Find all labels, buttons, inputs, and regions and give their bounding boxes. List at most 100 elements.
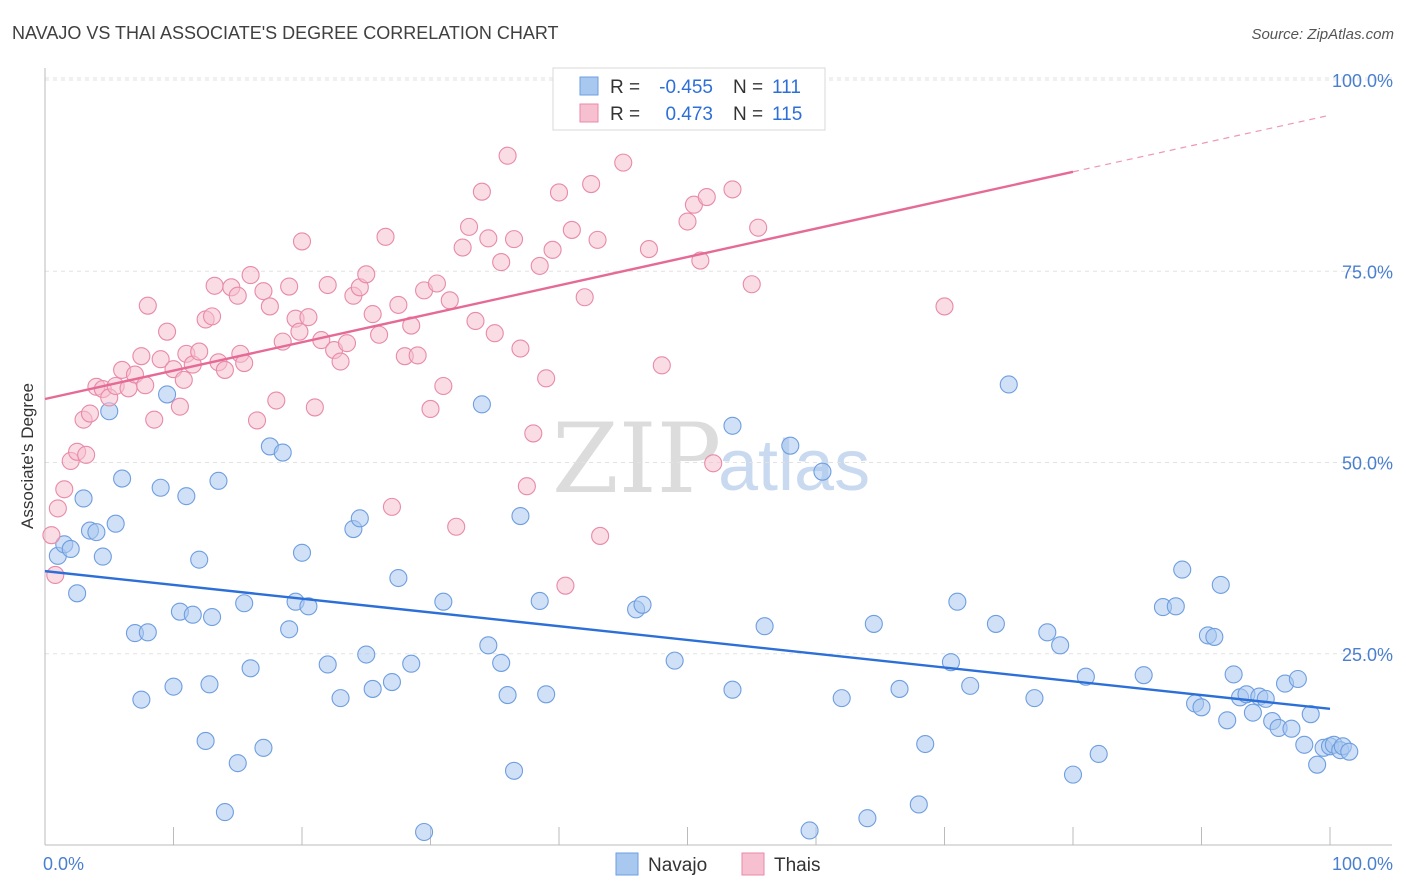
point-thais: [678, 212, 697, 231]
point-navajo: [190, 550, 209, 569]
point-navajo: [800, 821, 819, 840]
point-navajo: [1340, 742, 1359, 761]
legend-swatch-thais: [579, 103, 599, 123]
point-navajo: [1256, 689, 1275, 708]
legend-r-value-navajo: -0.455: [659, 77, 713, 98]
point-navajo: [755, 617, 774, 636]
point-thais: [479, 229, 498, 248]
legend-r-label-thais: R =: [610, 104, 640, 125]
point-thais: [46, 565, 65, 585]
point-navajo: [200, 675, 219, 694]
point-thais: [151, 350, 170, 369]
point-navajo: [1076, 667, 1095, 686]
point-navajo: [318, 655, 337, 674]
point-navajo: [357, 645, 376, 664]
point-navajo: [723, 416, 742, 435]
point-thais: [80, 404, 100, 423]
point-navajo: [813, 462, 832, 481]
point-thais: [55, 480, 74, 499]
point-navajo: [890, 679, 909, 698]
legend-r-value-thais: 0.473: [665, 104, 713, 125]
point-thais: [543, 240, 562, 259]
scatter-points: [42, 146, 1359, 842]
point-thais: [537, 369, 556, 388]
point-navajo: [479, 636, 498, 655]
point-navajo: [961, 676, 980, 695]
point-thais: [357, 265, 376, 284]
point-thais: [549, 183, 569, 202]
point-navajo: [61, 539, 80, 558]
point-navajo: [832, 689, 851, 708]
point-navajo: [864, 614, 883, 633]
point-navajo: [74, 489, 93, 508]
point-navajo: [1134, 666, 1153, 685]
point-thais: [331, 352, 350, 371]
chart-title: NAVAJO VS THAI ASSOCIATE'S DEGREE CORREL…: [12, 23, 559, 43]
point-navajo: [382, 673, 402, 692]
bottom-legend-label-thais: Thais: [774, 855, 820, 876]
watermark-zip: ZIP: [552, 403, 721, 515]
x-tick-label: 0.0%: [43, 854, 84, 874]
legend-n-value-navajo: 111: [772, 77, 801, 98]
point-thais: [77, 445, 96, 464]
point-thais: [935, 297, 954, 316]
y-tick-label: 75.0%: [1342, 262, 1393, 282]
point-thais: [697, 187, 716, 207]
point-navajo: [1166, 597, 1185, 616]
point-navajo: [215, 803, 234, 822]
point-navajo: [504, 761, 524, 780]
point-thais: [145, 410, 164, 429]
point-thais: [575, 288, 594, 307]
legend: R = -0.455 N = 111 R = 0.473 N = 115: [552, 67, 826, 131]
point-navajo: [530, 591, 549, 611]
point-navajo: [106, 514, 125, 533]
point-thais: [427, 274, 446, 293]
point-thais: [42, 526, 61, 545]
point-navajo: [415, 822, 434, 842]
legend-n-label-thais: N =: [733, 104, 763, 125]
point-navajo: [183, 605, 202, 624]
point-navajo: [254, 738, 273, 757]
point-thais: [556, 576, 575, 595]
point-thais: [174, 370, 193, 389]
point-thais: [652, 356, 671, 375]
point-navajo: [158, 385, 177, 404]
point-navajo: [1288, 669, 1307, 689]
point-thais: [511, 339, 530, 358]
point-thais: [254, 282, 273, 301]
point-thais: [524, 424, 543, 443]
point-navajo: [941, 653, 960, 672]
point-navajo: [196, 731, 215, 751]
trend-line-thais: [44, 170, 1074, 401]
point-navajo: [665, 651, 684, 670]
point-navajo: [113, 469, 132, 488]
y-tick-label: 50.0%: [1342, 454, 1393, 474]
point-thais: [241, 266, 260, 285]
point-navajo: [1308, 755, 1327, 774]
point-thais: [363, 305, 382, 324]
point-navajo: [1211, 575, 1230, 594]
y-axis-label: Associate's Degree: [18, 383, 37, 529]
point-thais: [466, 311, 485, 331]
point-navajo: [1038, 623, 1057, 642]
bottom-legend-swatch-navajo: [615, 852, 639, 876]
point-navajo: [138, 623, 157, 642]
point-thais: [190, 342, 209, 361]
point-navajo: [633, 595, 652, 614]
point-thais: [749, 218, 768, 237]
point-thais: [305, 398, 324, 417]
point-thais: [447, 517, 466, 536]
point-navajo: [948, 592, 967, 611]
point-thais: [504, 230, 524, 249]
point-navajo: [472, 395, 491, 414]
point-thais: [205, 276, 224, 295]
y-tick-labels: 100.0% 75.0% 50.0% 25.0%: [1332, 71, 1393, 665]
point-thais: [530, 256, 549, 275]
point-thais: [472, 182, 491, 201]
point-thais: [247, 411, 267, 430]
point-thais: [498, 146, 517, 165]
point-navajo: [1282, 719, 1301, 738]
point-thais: [421, 399, 440, 419]
point-navajo: [1218, 711, 1237, 730]
